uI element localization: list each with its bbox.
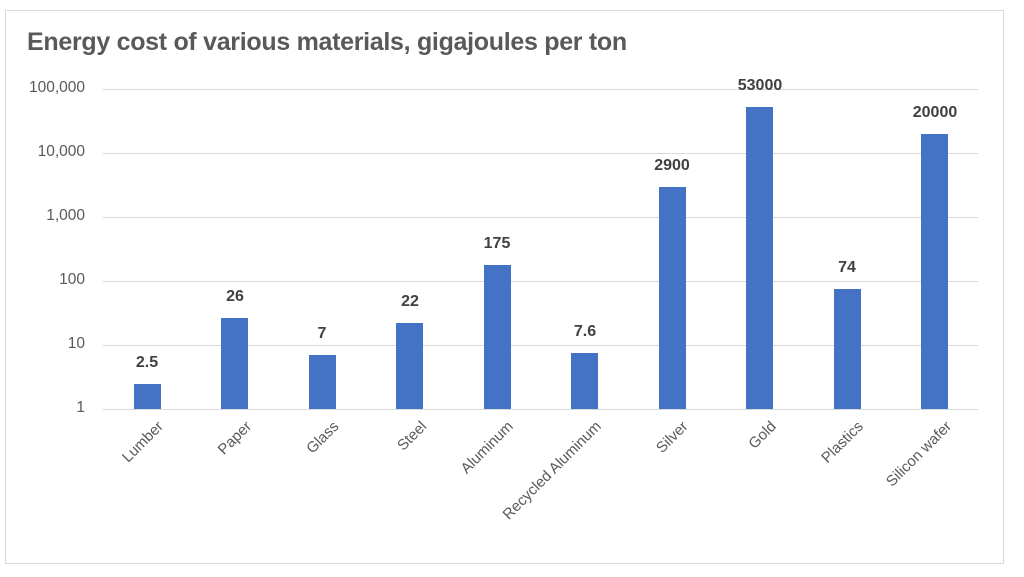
bar-lumber — [134, 384, 161, 409]
x-tick-label: Paper — [214, 418, 256, 459]
gridline — [103, 409, 978, 410]
data-label: 53000 — [737, 77, 783, 94]
x-tick-label: Silver — [652, 418, 692, 457]
data-label: 26 — [226, 288, 244, 305]
bar-paper — [221, 318, 248, 409]
gridline — [103, 345, 978, 346]
bar-steel — [396, 323, 423, 409]
data-label: 2900 — [654, 157, 690, 174]
data-label: 2.5 — [135, 354, 159, 371]
gridline — [103, 217, 978, 218]
y-tick-label: 1,000 — [46, 207, 85, 224]
bar-recycled-aluminum — [571, 353, 598, 409]
y-tick-label: 10 — [67, 335, 85, 352]
gridline — [103, 89, 978, 90]
x-tick-label: Glass — [303, 418, 343, 458]
x-tick-label: Silicon wafer — [882, 418, 956, 491]
x-tick-label: Aluminum — [457, 418, 517, 478]
bar-plastics — [834, 289, 861, 409]
x-tick-label: Gold — [745, 418, 780, 453]
data-label: 22 — [401, 293, 419, 310]
bar-gold — [746, 107, 773, 409]
data-label: 7 — [317, 325, 327, 342]
x-tick-label: Steel — [394, 418, 431, 455]
bar-silicon-wafer — [921, 134, 948, 409]
gridline — [103, 153, 978, 154]
bar-glass — [309, 355, 336, 409]
x-tick-label: Lumber — [118, 418, 167, 466]
data-label: 175 — [483, 235, 511, 252]
bar-silver — [659, 187, 686, 409]
bar-aluminum — [484, 265, 511, 409]
data-label: 74 — [838, 259, 856, 276]
y-tick-label: 100,000 — [28, 79, 85, 96]
chart-title: Energy cost of various materials, gigajo… — [27, 28, 627, 56]
y-tick-label: 100 — [59, 271, 85, 288]
x-tick-label: Plastics — [818, 418, 867, 467]
data-label: 7.6 — [573, 323, 597, 340]
gridline — [103, 281, 978, 282]
y-tick-label: 1 — [76, 399, 85, 416]
x-tick-label: Recycled Aluminum — [499, 418, 605, 524]
y-tick-label: 10,000 — [37, 143, 85, 160]
data-label: 20000 — [912, 104, 958, 121]
